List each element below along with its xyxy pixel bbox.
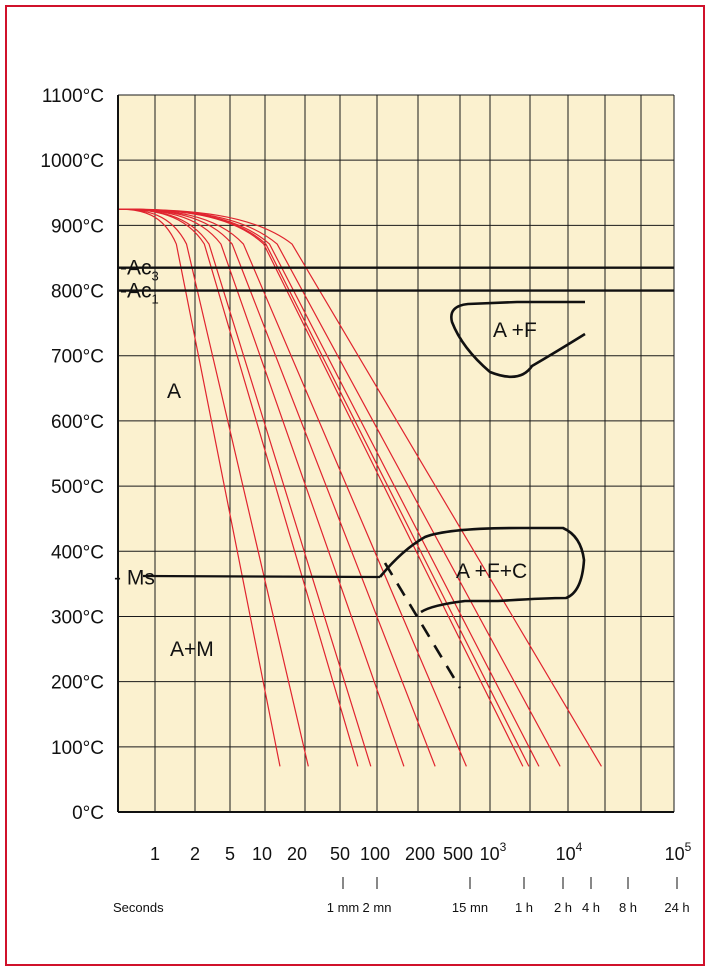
y-tick-label: 100°C	[51, 738, 104, 759]
region-label-austenite: A	[167, 380, 181, 403]
time-tick-label: 2 mn	[363, 900, 392, 915]
region-label-ferrite: A +F	[493, 319, 537, 342]
y-tick-label: 1100°C	[42, 86, 104, 107]
y-tick-label: 800°C	[51, 282, 104, 303]
cooling-curves	[117, 208, 602, 767]
time-tick-label: 2 h	[554, 900, 572, 915]
martensite-finish-dashed	[383, 562, 462, 689]
time-axis: Seconds 1 mm 2 mn 15 mn 1 h 2 h 4 h 8 h 24 h	[113, 877, 690, 915]
y-tick-labels: 0°C 100°C 200°C 300°C 400°C 500°C 600°C 700°C 80…	[40, 86, 104, 824]
critical-temperature-lines: -Ac3-Ac1- Ms	[114, 257, 674, 589]
region-label-bainite: A +F+C	[456, 560, 527, 583]
time-units-label: Seconds	[113, 900, 164, 915]
critical-label-ms: - Ms	[114, 566, 155, 589]
y-tick-label: 1000°C	[40, 151, 104, 172]
time-tick-label: 24 h	[664, 900, 689, 915]
x-tick-label: 500	[443, 844, 473, 864]
x-tick-label: 104	[556, 840, 583, 864]
y-tick-label: 300°C	[51, 607, 104, 628]
y-tick-label: 400°C	[51, 542, 104, 563]
phase-boundaries	[142, 300, 586, 689]
region-labels: A A +F A +F+C A+M	[167, 319, 537, 661]
x-tick-label: 50	[330, 844, 350, 864]
time-tick-label: 8 h	[619, 900, 637, 915]
time-tick-label: 1 h	[515, 900, 533, 915]
ferrite-region-boundary	[450, 300, 586, 379]
time-tick-label: 1 mm	[327, 900, 360, 915]
x-tick-label: 105	[665, 840, 692, 864]
y-tick-label: 700°C	[51, 347, 104, 368]
x-tick-label: 1	[150, 844, 160, 864]
x-tick-label: 5	[225, 844, 235, 864]
x-tick-label: 10	[252, 844, 272, 864]
plot-area	[118, 95, 674, 812]
ms-line	[142, 574, 381, 579]
y-tick-label: 900°C	[51, 216, 104, 237]
x-tick-label: 200	[405, 844, 435, 864]
x-tick-labels: 1 2 5 10 20 50 100 200 500 103 104 105	[150, 840, 692, 864]
x-tick-label: 20	[287, 844, 307, 864]
x-tick-label: 2	[190, 844, 200, 864]
x-tick-label: 103	[480, 840, 507, 864]
y-tick-label: 500°C	[51, 477, 104, 498]
x-tick-label: 100	[360, 844, 390, 864]
y-tick-label: 200°C	[51, 673, 104, 694]
y-tick-label: 0°C	[72, 803, 104, 824]
bainite-region-boundary	[378, 526, 586, 614]
region-label-martensite: A+M	[170, 638, 214, 661]
time-tick-label: 4 h	[582, 900, 600, 915]
time-tick-label: 15 mn	[452, 900, 488, 915]
y-tick-label: 600°C	[51, 412, 104, 433]
cooling-curve	[117, 208, 602, 767]
axes	[117, 95, 674, 813]
